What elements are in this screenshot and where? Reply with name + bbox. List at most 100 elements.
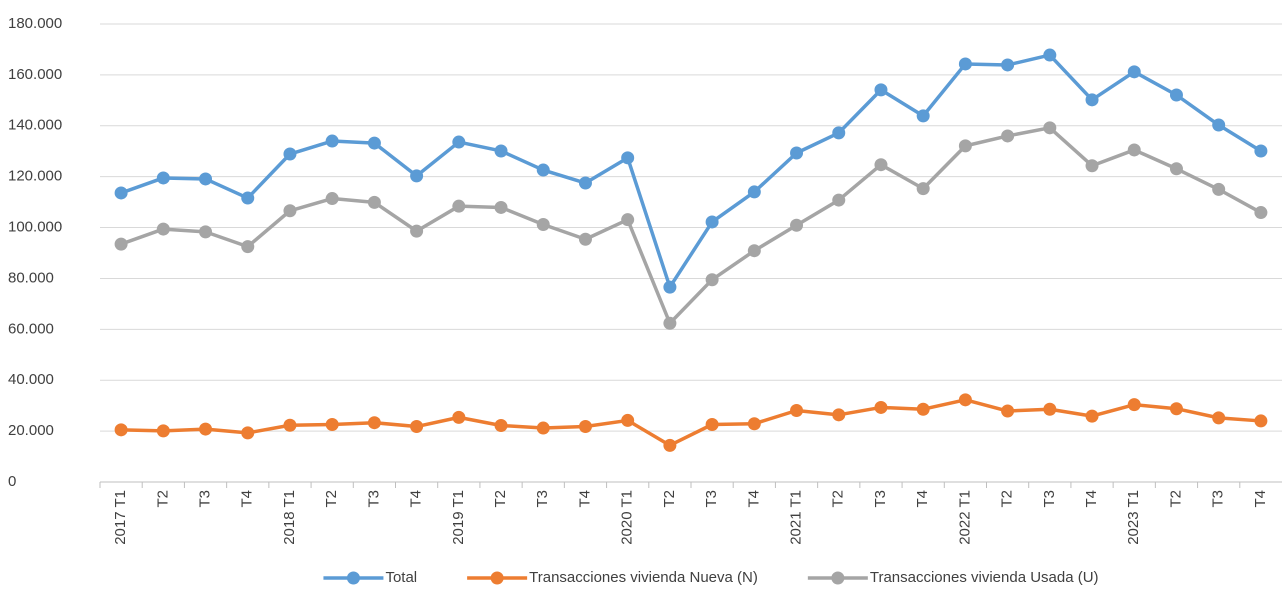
point [1001,129,1015,143]
point [790,218,804,232]
point [410,420,424,434]
point [452,135,466,149]
point [156,222,170,236]
x-tick-label: T3 [1210,490,1227,508]
point [283,418,297,432]
legend-label: Total [385,569,417,586]
point [114,186,128,200]
point [199,172,213,186]
point [747,185,761,199]
point [494,144,508,158]
point [410,224,424,238]
x-tick-label: T2 [492,490,509,508]
point [1127,65,1141,79]
point [832,193,846,207]
point [1212,411,1226,425]
series [114,48,1268,294]
legend-marker [346,571,360,585]
point [578,176,592,190]
x-tick-label: T3 [534,490,551,508]
legend-label: Transacciones vivienda Usada (U) [870,569,1099,586]
x-tick-label: 2017 T1 [112,490,129,545]
point [1169,402,1183,416]
x-tick-label: T3 [197,490,214,508]
x-tick-label: 2018 T1 [281,490,298,545]
point [705,273,719,287]
point [958,393,972,407]
x-tick-label: 2020 T1 [619,490,636,545]
point [1169,88,1183,102]
y-tick-label: 20.000 [8,422,54,439]
point [705,215,719,229]
point [874,158,888,172]
series [114,121,1268,330]
point [1212,182,1226,196]
point [1001,58,1015,72]
point [156,424,170,438]
point [283,147,297,161]
x-tick-label: T4 [1083,490,1100,508]
point [1001,404,1015,418]
point [916,182,930,196]
series-line [121,398,1262,448]
point [410,169,424,183]
point [283,204,297,218]
point [1127,143,1141,157]
point [536,421,550,435]
y-tick-label: 0 [8,473,16,490]
point [367,416,381,430]
x-tick-label: T4 [576,490,593,508]
point [1085,409,1099,423]
point [790,404,804,418]
legend: Total Transacciones vivienda Nueva (N) Tra… [323,569,1099,586]
x-tick-label: 2019 T1 [450,490,467,545]
point [663,316,677,330]
point [1085,159,1099,173]
series-line [120,126,1262,325]
y-tick-label: 100.000 [8,219,62,236]
point [621,413,635,427]
point [325,417,339,431]
x-tick-label: T4 [1252,490,1269,508]
x-tick-label: 2023 T1 [1125,490,1142,545]
point [874,83,888,97]
x-tick-label: T2 [830,490,847,508]
x-tick-label: T3 [703,490,720,508]
point [367,195,381,209]
x-tick-label: T4 [408,490,425,508]
point [832,408,846,422]
x-tick-label: T3 [365,490,382,508]
x-tick-label: T4 [914,490,931,508]
point [1254,206,1268,220]
series [114,393,1268,452]
point [621,213,635,227]
y-tick-label: 180.000 [8,15,62,32]
point [1043,48,1057,62]
point [1043,121,1057,135]
point [1254,144,1268,158]
point [1043,402,1057,416]
point [199,422,213,436]
x-tick-label: T2 [1167,490,1184,508]
legend-label: Transacciones vivienda Nueva (N) [529,569,758,586]
point [1212,118,1226,132]
point [916,402,930,416]
point [578,232,592,246]
y-tick-label: 160.000 [8,66,62,83]
point [747,417,761,431]
point [325,192,339,206]
point [114,423,128,437]
point [367,136,381,150]
point [536,163,550,177]
point [114,237,128,251]
y-tick-label: 140.000 [8,117,62,134]
point [663,438,677,452]
point [536,218,550,232]
point [494,419,508,433]
legend-marker [831,571,845,585]
point [874,400,888,414]
point [790,146,804,160]
point [325,134,339,148]
point [452,410,466,424]
